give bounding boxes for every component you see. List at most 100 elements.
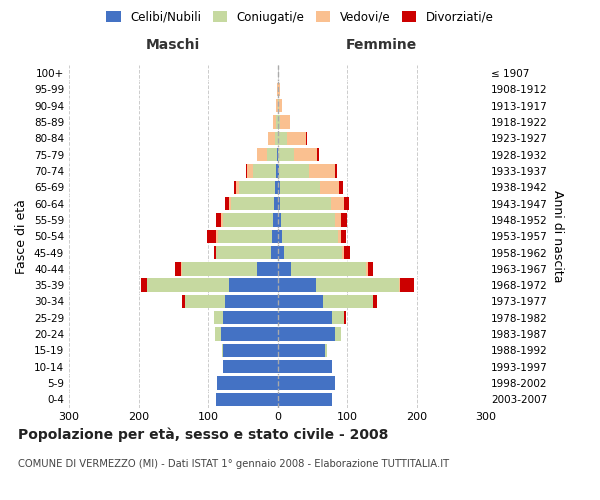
Bar (245, 164, 277, 177)
Bar (229, 278, 277, 292)
Bar (247, 164, 277, 177)
Bar (277, 328, 335, 341)
Bar (185, 295, 277, 308)
Text: Popolazione per età, sesso e stato civile - 2008: Popolazione per età, sesso e stato civil… (18, 428, 388, 442)
Bar (277, 344, 327, 357)
Bar (277, 116, 290, 129)
Bar (276, 164, 277, 177)
Bar (223, 311, 277, 324)
Bar (175, 262, 277, 276)
Bar (277, 278, 399, 292)
Bar (277, 214, 341, 226)
Bar (147, 278, 277, 292)
Bar (239, 180, 277, 194)
Bar (277, 197, 349, 210)
Bar (236, 180, 277, 194)
Bar (277, 197, 344, 210)
Bar (268, 132, 277, 145)
Bar (182, 262, 277, 276)
Bar (277, 376, 335, 390)
Bar (217, 376, 277, 390)
Bar (231, 197, 277, 210)
Bar (277, 311, 346, 324)
Bar (215, 328, 277, 341)
Bar (277, 262, 368, 276)
Bar (277, 180, 320, 194)
Bar (277, 344, 327, 357)
Bar (208, 230, 277, 243)
Bar (277, 376, 335, 390)
Bar (275, 180, 277, 194)
Y-axis label: Anni di nascita: Anni di nascita (551, 190, 564, 282)
Bar (277, 246, 344, 259)
Bar (215, 328, 277, 341)
Bar (217, 230, 277, 243)
Legend: Celibi/Nubili, Coniugati/e, Vedovi/e, Divorziati/e: Celibi/Nubili, Coniugati/e, Vedovi/e, Di… (101, 6, 499, 28)
Bar (277, 392, 332, 406)
Bar (223, 360, 277, 374)
Bar (215, 214, 277, 226)
Bar (217, 246, 277, 259)
Bar (277, 214, 347, 226)
Bar (277, 99, 283, 112)
Bar (181, 262, 277, 276)
Bar (214, 311, 277, 324)
Bar (277, 360, 332, 374)
Bar (277, 328, 341, 341)
Bar (277, 83, 278, 96)
Bar (217, 392, 277, 406)
Bar (217, 376, 277, 390)
Bar (217, 376, 277, 390)
Y-axis label: Fasce di età: Fasce di età (16, 199, 28, 274)
Bar (277, 262, 292, 276)
Bar (221, 328, 277, 341)
Bar (277, 360, 332, 374)
Bar (274, 116, 277, 129)
Bar (277, 392, 332, 406)
Text: Femmine: Femmine (346, 38, 418, 52)
Bar (277, 311, 344, 324)
Bar (277, 197, 280, 210)
Bar (277, 246, 350, 259)
Bar (277, 83, 280, 96)
Bar (277, 148, 317, 162)
Bar (277, 132, 287, 145)
Bar (277, 164, 279, 177)
Bar (217, 392, 277, 406)
Bar (277, 99, 283, 112)
Bar (277, 344, 325, 357)
Bar (267, 148, 277, 162)
Bar (277, 83, 280, 96)
Bar (277, 148, 278, 162)
Bar (277, 148, 294, 162)
Bar (229, 197, 277, 210)
Bar (223, 344, 277, 357)
Bar (182, 295, 277, 308)
Bar (217, 376, 277, 390)
Bar (277, 392, 332, 406)
Bar (277, 376, 335, 390)
Bar (234, 180, 277, 194)
Bar (277, 360, 332, 374)
Bar (277, 262, 373, 276)
Bar (277, 214, 335, 226)
Bar (274, 197, 277, 210)
Bar (277, 278, 400, 292)
Bar (226, 295, 277, 308)
Bar (277, 66, 278, 80)
Bar (185, 295, 277, 308)
Bar (277, 295, 373, 308)
Bar (277, 360, 332, 374)
Bar (277, 180, 343, 194)
Bar (277, 246, 284, 259)
Bar (272, 230, 277, 243)
Bar (226, 197, 277, 210)
Bar (257, 148, 277, 162)
Bar (222, 344, 277, 357)
Bar (215, 246, 277, 259)
Bar (277, 311, 344, 324)
Bar (277, 262, 367, 276)
Bar (277, 132, 306, 145)
Bar (276, 116, 277, 129)
Bar (277, 246, 342, 259)
